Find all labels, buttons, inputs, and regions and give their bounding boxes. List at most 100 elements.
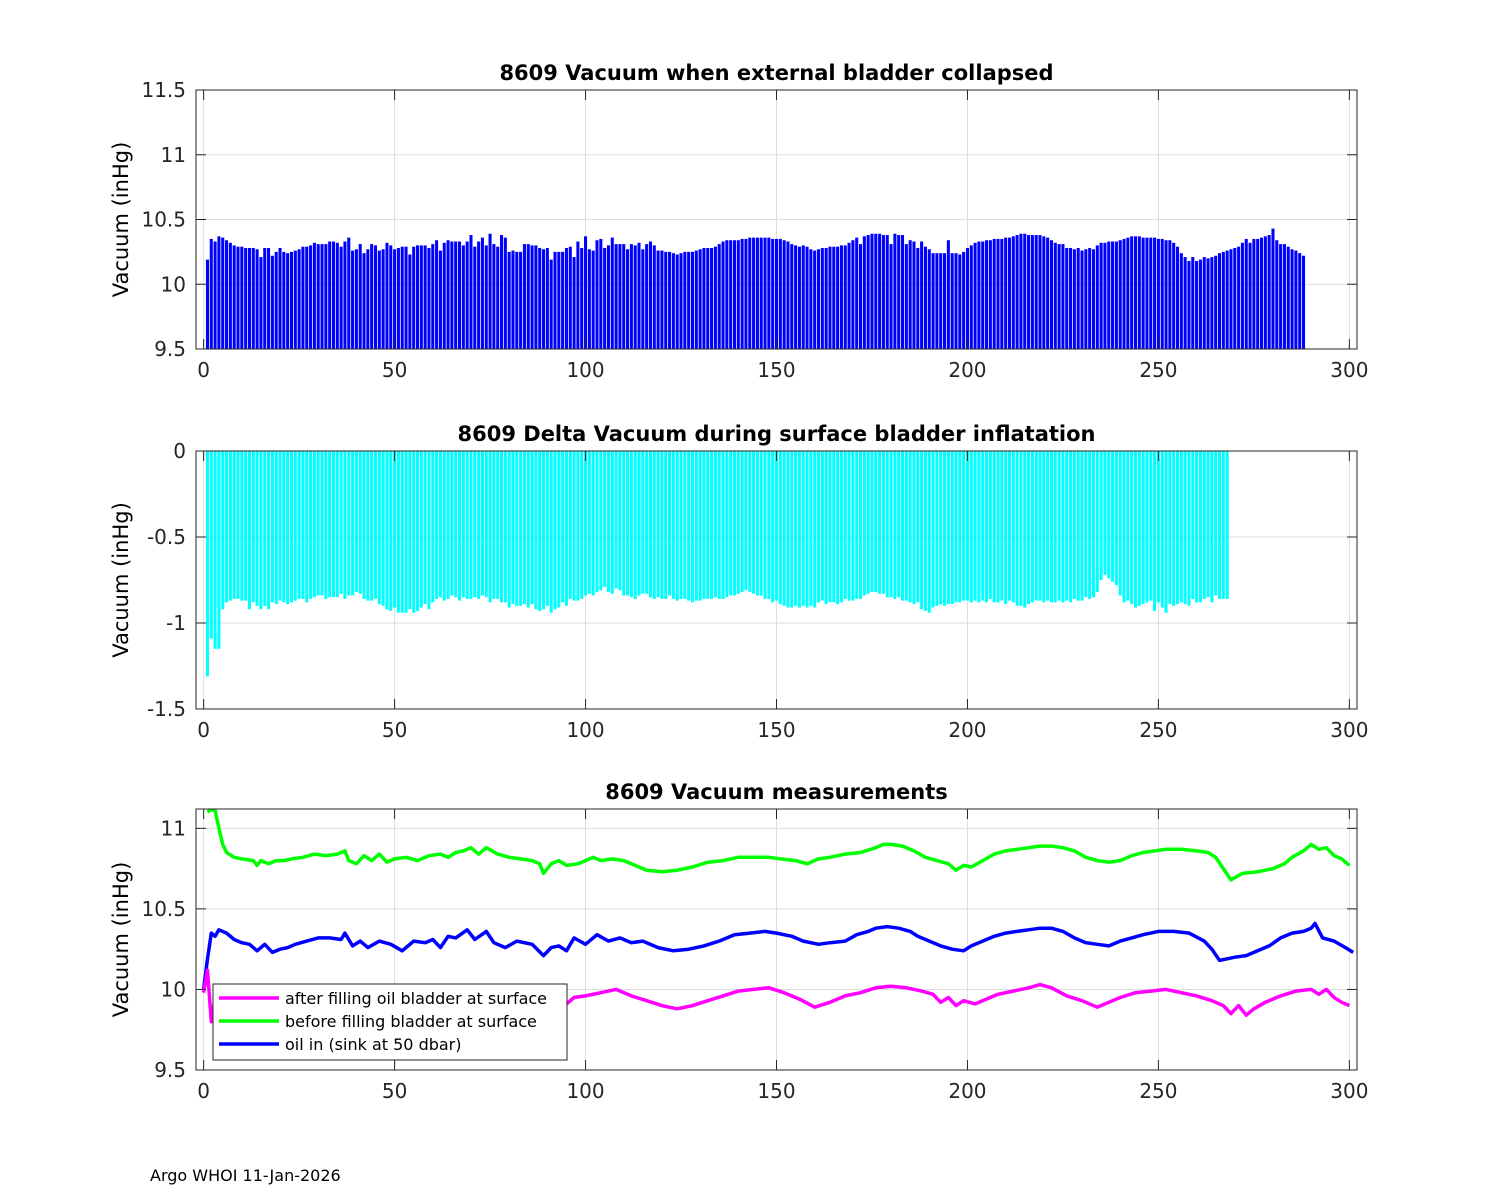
bar: [1084, 249, 1088, 349]
bar: [870, 233, 874, 349]
bar: [1248, 242, 1252, 349]
bar: [1237, 246, 1241, 349]
bar: [217, 451, 221, 649]
bar: [1015, 451, 1019, 606]
bar: [648, 241, 652, 349]
bar: [767, 237, 771, 349]
bar: [1145, 451, 1149, 603]
bar: [370, 451, 374, 601]
bar: [465, 241, 469, 349]
x-tick-label: 100: [566, 718, 604, 742]
bar: [438, 250, 442, 349]
bar: [381, 451, 385, 606]
bar: [328, 451, 332, 598]
bar: [874, 451, 878, 593]
bar: [706, 247, 710, 349]
bar: [415, 245, 420, 349]
bar: [580, 247, 584, 349]
bar: [1111, 451, 1115, 582]
bar: [931, 451, 935, 608]
bar: [992, 451, 996, 603]
bar: [809, 451, 813, 606]
bar: [557, 451, 561, 608]
bar: [324, 244, 328, 349]
bar: [1027, 451, 1031, 605]
bar: [778, 451, 782, 605]
bar: [889, 451, 893, 598]
bar: [1126, 451, 1130, 601]
bar: [1149, 451, 1153, 601]
bar: [259, 451, 263, 610]
bar: [1187, 260, 1191, 349]
legend-entry: oil in (sink at 50 dbar): [285, 1035, 462, 1054]
bar: [908, 451, 912, 603]
bar: [354, 451, 358, 593]
bar: [228, 242, 232, 349]
bar: [1103, 242, 1107, 349]
bar: [331, 241, 336, 349]
bar: [335, 242, 339, 349]
bar: [1137, 236, 1141, 349]
bar: [985, 240, 989, 349]
bar: [1084, 451, 1088, 598]
bar: [492, 244, 496, 349]
bar: [568, 451, 572, 599]
y-tick-label: -1.5: [147, 697, 186, 721]
x-tick-label: 50: [382, 1079, 407, 1103]
bar: [1137, 451, 1141, 606]
bar: [415, 451, 420, 611]
x-tick-label: 200: [948, 358, 986, 382]
bar: [641, 451, 645, 594]
bar: [435, 451, 439, 599]
bar: [1088, 247, 1092, 349]
bar: [446, 240, 450, 349]
bar: [320, 451, 324, 596]
bar: [538, 451, 542, 611]
bar: [935, 451, 939, 606]
bar: [431, 244, 435, 349]
bar: [1172, 451, 1176, 606]
bar: [412, 246, 416, 349]
y-tick-label: 11.5: [141, 78, 186, 102]
bar: [1263, 236, 1267, 349]
bar: [1206, 451, 1210, 598]
bar: [255, 249, 259, 349]
bar: [1019, 451, 1023, 606]
bar: [797, 451, 801, 608]
bar: [1244, 238, 1248, 349]
bar: [725, 451, 729, 598]
bar: [1080, 451, 1084, 601]
bar: [595, 451, 599, 593]
bar: [637, 242, 641, 349]
bar: [702, 451, 706, 599]
bar: [1038, 235, 1042, 349]
bar: [499, 451, 504, 603]
bar: [1160, 238, 1164, 349]
bar: [1175, 451, 1180, 605]
bar: [1302, 255, 1306, 349]
bar: [1069, 247, 1073, 349]
bar: [438, 451, 442, 598]
bar: [614, 244, 618, 349]
bar: [1114, 451, 1118, 586]
bar: [992, 238, 996, 349]
bar: [488, 451, 492, 603]
bar: [687, 251, 691, 349]
bar: [683, 451, 687, 599]
bar: [1286, 246, 1290, 349]
bar: [347, 237, 351, 349]
bar: [1153, 237, 1157, 349]
bar: [557, 251, 561, 349]
bar: [1107, 451, 1111, 579]
footer-credit: Argo WHOI 11-Jan-2026: [150, 1166, 341, 1185]
bar: [881, 235, 885, 349]
bar: [1118, 240, 1122, 349]
bar: [469, 451, 473, 599]
bar: [767, 451, 771, 599]
bar: [981, 451, 985, 601]
bar: [526, 244, 530, 349]
bar: [477, 241, 481, 349]
bar: [1290, 249, 1294, 349]
bar: [813, 250, 817, 349]
x-tick-label: 300: [1330, 718, 1368, 742]
